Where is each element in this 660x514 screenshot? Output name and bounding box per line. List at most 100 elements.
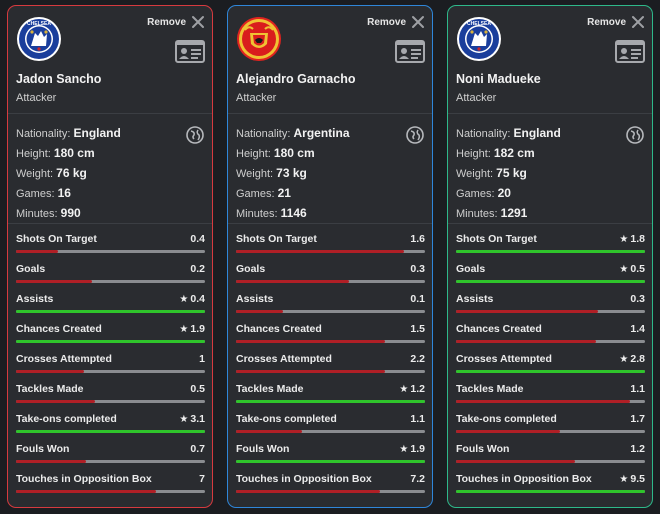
info-value: 16 — [57, 186, 71, 200]
stat-label: Assists — [236, 293, 274, 305]
stat-row: Crosses Attempted 2.2 — [228, 351, 432, 381]
stats-list: Shots On Target 0.4 Goals 0.2 Assists ★ 0.4 Cha… — [8, 224, 212, 501]
stat-bar-fill — [236, 310, 284, 313]
player-header: CHELSEA Remove Noni Madueke Attacker — [448, 6, 652, 114]
info-weight: Weight: 73 kg — [236, 166, 307, 180]
stat-bar-fill — [456, 490, 645, 493]
info-label: Minutes: — [16, 208, 58, 220]
id-card-icon[interactable] — [175, 40, 205, 63]
info-label: Height: — [236, 148, 271, 160]
info-weight: Weight: 76 kg — [16, 166, 87, 180]
stat-number: 9.5 — [630, 473, 645, 485]
stat-label: Goals — [456, 263, 486, 275]
stat-bar-track — [16, 310, 205, 313]
stat-bar-track — [456, 280, 645, 283]
stat-value: ★ 2.8 — [619, 353, 645, 365]
stat-row: Chances Created 1.5 — [228, 321, 432, 351]
stat-number: 0.5 — [190, 383, 205, 395]
stats-list: Shots On Target ★ 1.8 Goals ★ 0.5 Assists 0.3 Ch… — [448, 224, 652, 501]
stat-value: 0.4 — [190, 233, 205, 245]
info-minutes: Minutes: 1146 — [236, 206, 307, 220]
stat-number: 7 — [199, 473, 205, 485]
stat-bar-track — [456, 430, 645, 433]
stat-bar-track — [236, 490, 425, 493]
stat-row: Goals 0.2 — [8, 261, 212, 291]
stat-number: 1.7 — [630, 413, 645, 425]
stat-value: 0.5 — [190, 383, 205, 395]
stat-bar-track — [456, 490, 645, 493]
stat-value: 1 — [199, 353, 205, 365]
stat-bar-fill — [456, 340, 596, 343]
remove-button[interactable]: Remove — [367, 17, 406, 28]
stat-bar-fill — [236, 250, 405, 253]
remove-button[interactable]: Remove — [147, 17, 186, 28]
stat-bar-fill — [236, 340, 386, 343]
stat-row: Tackles Made 1.1 — [448, 381, 652, 411]
stat-bar-track — [16, 280, 205, 283]
globe-icon — [186, 126, 204, 144]
stat-number: 2.8 — [630, 353, 645, 365]
stat-row: Take-ons completed ★ 3.1 — [8, 411, 212, 441]
stat-value: 7.2 — [410, 473, 425, 485]
stat-number: 1.1 — [630, 383, 645, 395]
info-value: 75 kg — [496, 166, 527, 180]
stat-bar-track — [236, 280, 425, 283]
stat-bar-track — [456, 370, 645, 373]
close-icon[interactable] — [631, 15, 645, 29]
id-card-icon[interactable] — [395, 40, 425, 63]
stat-row: Touches in Opposition Box 7.2 — [228, 471, 432, 501]
info-value: 180 cm — [273, 146, 315, 160]
stat-bar-track — [236, 340, 425, 343]
stat-value: ★ 0.4 — [179, 293, 205, 305]
stat-row: Chances Created ★ 1.9 — [8, 321, 212, 351]
info-label: Nationality: — [456, 128, 511, 140]
stat-bar-fill — [456, 460, 576, 463]
stat-value: 1.6 — [410, 233, 425, 245]
stat-value: ★ 1.9 — [179, 323, 205, 335]
stat-bar-track — [456, 340, 645, 343]
stat-label: Touches in Opposition Box — [16, 473, 152, 485]
stat-value: 0.1 — [410, 293, 425, 305]
player-info: Nationality: England Height: 180 cm Weight… — [8, 114, 212, 224]
stat-label: Shots On Target — [456, 233, 537, 245]
info-value: 76 kg — [56, 166, 87, 180]
stat-bar-fill — [16, 280, 92, 283]
id-card-icon[interactable] — [615, 40, 645, 63]
info-value: 990 — [60, 206, 81, 220]
stat-value: ★ 9.5 — [619, 473, 645, 485]
stat-value: ★ 3.1 — [179, 413, 205, 425]
stat-number: 0.7 — [190, 443, 205, 455]
stat-row: Goals 0.3 — [228, 261, 432, 291]
close-icon[interactable] — [191, 15, 205, 29]
stat-value: 0.2 — [190, 263, 205, 275]
close-icon[interactable] — [411, 15, 425, 29]
manutd-badge-icon — [236, 16, 282, 62]
info-minutes: Minutes: 1291 — [456, 206, 527, 220]
info-weight: Weight: 75 kg — [456, 166, 527, 180]
player-position: Attacker — [236, 92, 277, 104]
stat-bar-fill — [456, 280, 645, 283]
stat-label: Tackles Made — [16, 383, 84, 395]
player-info: Nationality: England Height: 182 cm Weight… — [448, 114, 652, 224]
stat-label: Chances Created — [456, 323, 542, 335]
stat-bar-track — [236, 370, 425, 373]
info-minutes: Minutes: 990 — [16, 206, 81, 220]
stat-label: Chances Created — [16, 323, 102, 335]
stat-number: 1 — [199, 353, 205, 365]
info-value: 1291 — [500, 206, 528, 220]
star-icon: ★ — [619, 474, 629, 485]
stat-bar-track — [16, 250, 205, 253]
stat-label: Fouls Won — [236, 443, 290, 455]
stat-label: Shots On Target — [16, 233, 97, 245]
stat-bar-track — [16, 370, 205, 373]
info-games: Games: 21 — [236, 186, 291, 200]
info-value: 1146 — [280, 206, 307, 220]
player-header: Remove Alejandro Garnacho Attacker — [228, 6, 432, 114]
remove-button[interactable]: Remove — [587, 17, 626, 28]
stat-number: 1.8 — [630, 233, 645, 245]
player-position: Attacker — [456, 92, 497, 104]
stat-value: ★ 1.8 — [619, 233, 645, 245]
info-label: Height: — [16, 148, 51, 160]
star-icon: ★ — [619, 354, 629, 365]
stat-number: 0.4 — [190, 293, 205, 305]
